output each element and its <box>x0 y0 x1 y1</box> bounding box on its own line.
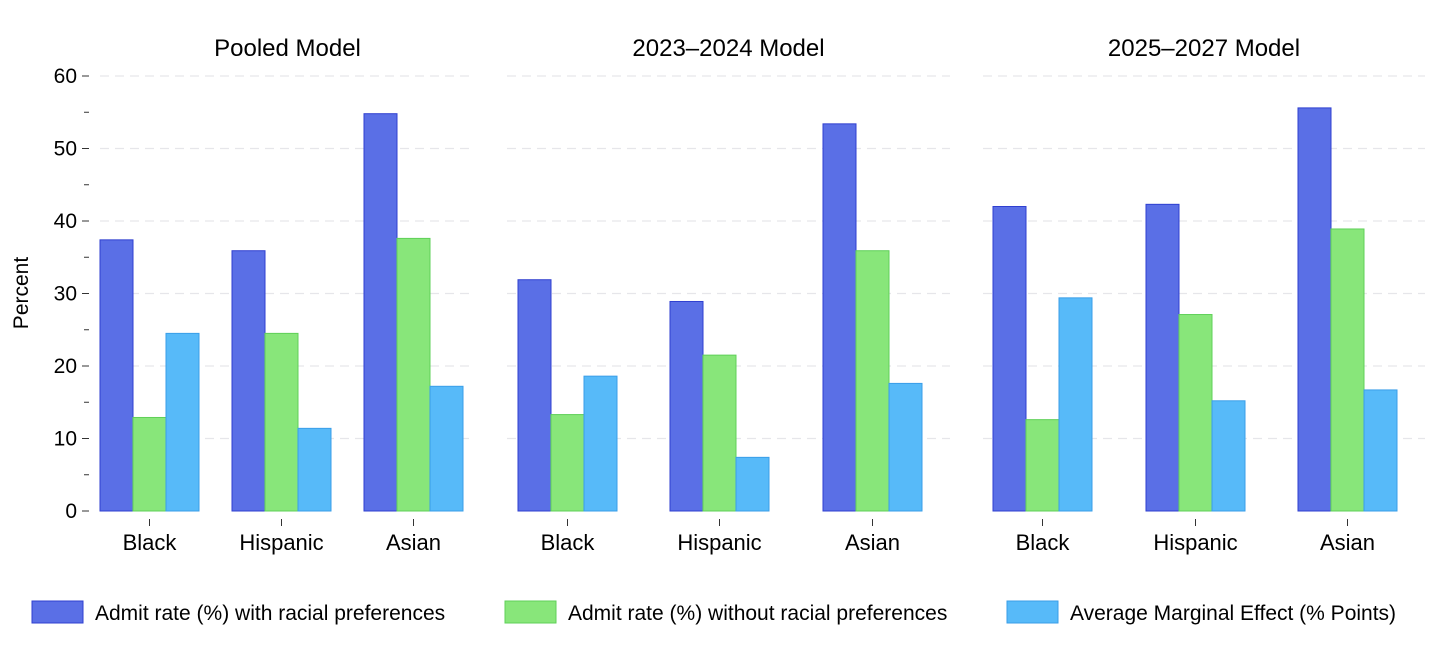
bar <box>1145 203 1180 512</box>
x-tick-label: Hispanic <box>1153 530 1237 555</box>
bar <box>702 354 737 512</box>
bar <box>297 427 332 512</box>
x-tick-label: Black <box>123 530 178 555</box>
y-tick-label: 40 <box>54 210 77 233</box>
x-tick-label: Hispanic <box>239 530 323 555</box>
y-tick-label: 50 <box>54 138 77 161</box>
bar <box>517 279 552 512</box>
x-tick-label: Black <box>1016 530 1071 555</box>
bar <box>132 416 167 512</box>
legend-swatch <box>31 600 84 624</box>
bar <box>1297 107 1332 512</box>
legend-label: Admit rate (%) with racial preferences <box>95 602 445 625</box>
x-tick-label: Asian <box>1320 530 1375 555</box>
y-axis-title: Percent <box>10 257 33 330</box>
bar <box>99 239 134 512</box>
bar <box>1058 297 1093 512</box>
y-tick-label: 60 <box>54 65 77 88</box>
legend-swatch <box>1006 600 1059 624</box>
x-tick-label: Hispanic <box>677 530 761 555</box>
y-tick-label: 30 <box>54 283 77 306</box>
bar <box>1363 389 1398 512</box>
bar <box>429 385 464 512</box>
legend-label: Average Marginal Effect (% Points) <box>1070 602 1396 625</box>
legend-label: Admit rate (%) without racial preference… <box>568 602 947 625</box>
bar <box>735 456 770 512</box>
y-tick-label: 20 <box>54 355 77 378</box>
panel-title: 2025–2027 Model <box>1108 35 1300 62</box>
bar <box>583 375 618 512</box>
legend-swatch <box>504 600 557 624</box>
y-tick-label: 10 <box>54 428 77 451</box>
x-tick-label: Asian <box>386 530 441 555</box>
y-tick-label: 0 <box>65 500 77 523</box>
x-tick-label: Asian <box>845 530 900 555</box>
bar <box>363 113 398 512</box>
bar <box>822 123 857 512</box>
bar <box>1211 400 1246 512</box>
panel-title: 2023–2024 Model <box>632 35 824 62</box>
bar <box>1330 228 1365 512</box>
bar <box>992 206 1027 512</box>
bar <box>669 300 704 512</box>
bar <box>165 332 200 512</box>
x-tick-label: Black <box>541 530 596 555</box>
bar <box>855 250 890 512</box>
bar <box>888 382 923 512</box>
bar <box>231 250 266 512</box>
bar <box>550 414 585 512</box>
bar <box>396 237 431 512</box>
panel-title: Pooled Model <box>214 35 361 62</box>
bar <box>1025 419 1060 512</box>
bar <box>1178 314 1213 512</box>
bar <box>264 332 299 512</box>
